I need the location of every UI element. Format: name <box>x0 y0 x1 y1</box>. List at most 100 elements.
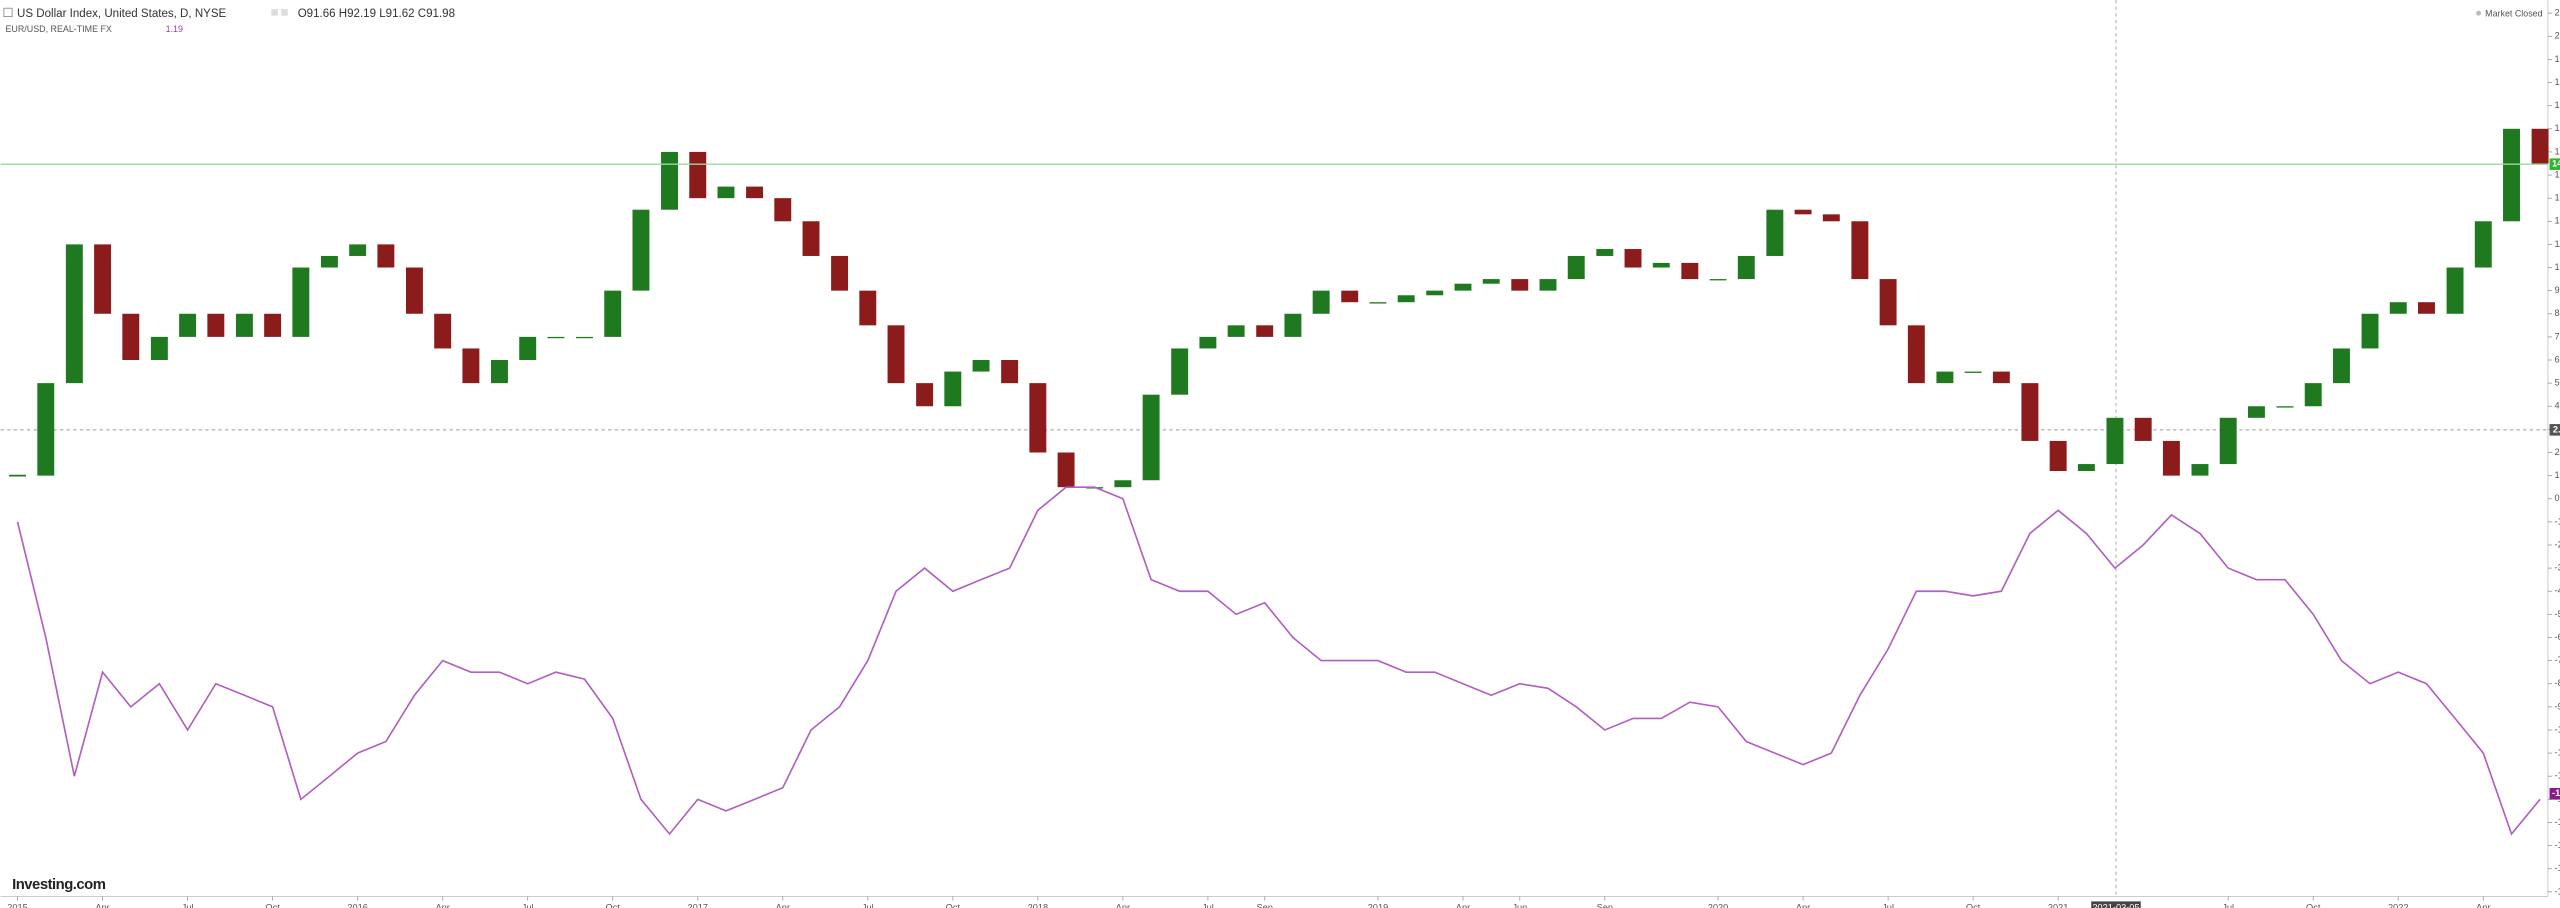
series-line <box>16 486 2541 836</box>
candle <box>1454 283 1472 291</box>
y-tick-label: -14.00% <box>2555 817 2560 827</box>
candle <box>944 371 962 407</box>
candle <box>916 383 934 407</box>
candle <box>1992 371 2010 384</box>
candle <box>37 383 55 476</box>
y-tick-label: 7.00% <box>2555 331 2560 341</box>
last-value-label: -12.76% <box>2552 788 2560 798</box>
x-tick-label: Sep <box>1256 902 1272 908</box>
candle <box>661 151 678 210</box>
candle <box>1964 371 1982 373</box>
crosshair-label: 2021-03-05 <box>2092 902 2139 908</box>
candle <box>2418 302 2435 314</box>
x-tick-label: Oct <box>606 902 621 908</box>
x-tick-label: 2021 <box>2048 902 2069 908</box>
x-tick-label: 2019 <box>1368 902 1389 908</box>
price-label: 2.98 <box>2553 424 2560 434</box>
y-tick-label: -1.00% <box>2555 516 2560 526</box>
y-tick-label: -16.00% <box>2555 863 2560 873</box>
y-tick-label: 12.00% <box>2555 216 2560 226</box>
candle <box>235 313 253 337</box>
y-tick-label: -8.00% <box>2555 678 2560 688</box>
candle <box>746 186 764 199</box>
last-value-tag <box>2549 158 2560 170</box>
candle <box>2077 464 2095 471</box>
series-title: US Dollar Index, United States, D, NYSE <box>17 8 227 20</box>
candle <box>774 198 792 222</box>
candle <box>434 313 452 349</box>
candle <box>2021 383 2039 441</box>
y-tick-label: -12.00% <box>2555 771 2560 781</box>
x-tick-label: Jun <box>1512 902 1527 908</box>
candle <box>94 244 112 314</box>
candle <box>2162 440 2180 476</box>
candle <box>2304 383 2322 407</box>
candle <box>1709 279 1727 281</box>
y-tick-label: 11.00% <box>2555 239 2560 249</box>
y-tick-label: -7.00% <box>2555 655 2560 665</box>
ohlc: O91.66 H92.19 L91.62 C91.98 <box>298 8 455 20</box>
candle <box>1737 255 1755 280</box>
market-status: Market Closed <box>2485 8 2542 18</box>
candle <box>65 244 83 384</box>
y-tick-label: 0.00% <box>2555 493 2560 503</box>
y-tick-label: 17.00% <box>2555 100 2560 110</box>
candle <box>2389 302 2407 314</box>
candle <box>1057 452 1075 488</box>
candle <box>1511 279 1529 291</box>
candle <box>859 290 877 326</box>
second-title: EUR/USD, REAL-TIME FX <box>5 24 111 34</box>
candle <box>519 336 537 361</box>
candle <box>547 336 565 339</box>
icon <box>3 7 13 18</box>
y-tick-label: 16.00% <box>2555 123 2560 133</box>
x-tick-label: Oct <box>265 902 280 908</box>
y-tick-label: -2.00% <box>2555 539 2560 549</box>
candle <box>1596 249 1614 256</box>
last-value-tag <box>2549 788 2560 800</box>
candle <box>717 186 735 199</box>
x-tick-label: 2022 <box>2388 902 2409 908</box>
candle <box>1312 290 1330 314</box>
candle <box>122 313 140 361</box>
x-tick-label: 2016 <box>347 902 368 908</box>
crosshair-tag <box>2091 901 2141 908</box>
y-tick-label: 21.00% <box>2555 8 2560 18</box>
y-tick-label: 5.00% <box>2555 378 2560 388</box>
candle <box>1482 279 1500 284</box>
candle <box>2191 464 2209 476</box>
price-tag <box>2549 424 2560 436</box>
candle <box>2247 406 2265 418</box>
candle <box>1936 371 1954 384</box>
candle <box>1794 209 1812 215</box>
candle <box>1256 325 1274 337</box>
status-dot <box>2476 10 2482 16</box>
candle <box>1907 325 1925 384</box>
candle <box>150 336 168 361</box>
candle <box>2219 417 2237 465</box>
candle <box>2361 313 2379 349</box>
y-tick-label: -17.00% <box>2555 886 2560 896</box>
x-tick-label: Apr <box>1456 902 1470 908</box>
y-tick-label: 19.00% <box>2555 54 2560 64</box>
x-tick-label: Jul <box>522 902 534 908</box>
candle <box>377 244 395 268</box>
icon <box>281 9 288 16</box>
x-tick-label: Jul <box>2222 902 2234 908</box>
x-tick-label: Apr <box>2476 902 2490 908</box>
candle <box>689 151 707 199</box>
candle <box>632 209 650 291</box>
candle <box>1341 290 1359 303</box>
candle <box>1681 262 1699 280</box>
y-tick-label: 9.00% <box>2555 285 2560 295</box>
y-tick-label: 15.00% <box>2555 146 2560 156</box>
candle <box>887 325 905 384</box>
y-tick-label: -15.00% <box>2555 840 2560 850</box>
header: US Dollar Index, United States, D, NYSE … <box>3 7 2543 893</box>
last-value-label: 14.47% <box>2552 159 2560 169</box>
candle <box>1142 394 1160 481</box>
candle <box>1851 221 1869 280</box>
